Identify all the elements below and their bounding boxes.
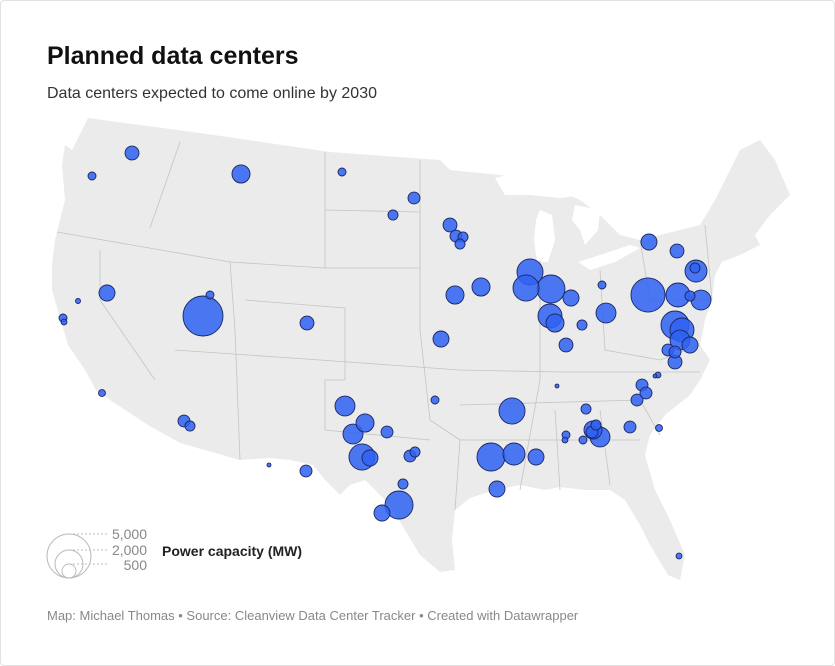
data-center-bubble[interactable] <box>476 442 506 472</box>
legend-label-500: 500 <box>124 557 148 573</box>
data-center-bubble[interactable] <box>124 145 140 161</box>
data-center-bubble[interactable] <box>675 552 683 560</box>
legend-label-5000: 5,000 <box>112 526 147 542</box>
data-center-bubble[interactable] <box>684 290 696 302</box>
data-center-bubble[interactable] <box>580 403 592 415</box>
data-center-bubble[interactable] <box>502 442 526 466</box>
data-center-bubble[interactable] <box>689 262 701 274</box>
data-center-bubble[interactable] <box>184 420 196 432</box>
data-center-bubble[interactable] <box>380 425 394 439</box>
lake-michigan <box>534 210 555 262</box>
data-center-bubble[interactable] <box>409 446 421 458</box>
data-center-bubble[interactable] <box>182 295 224 337</box>
data-center-bubble[interactable] <box>652 373 658 379</box>
data-center-bubble[interactable] <box>397 478 409 490</box>
data-center-bubble[interactable] <box>60 318 68 326</box>
lake-huron <box>572 205 600 245</box>
data-center-bubble[interactable] <box>595 302 617 324</box>
data-center-bubbles <box>58 145 712 560</box>
data-center-bubble[interactable] <box>655 424 663 432</box>
data-center-bubble[interactable] <box>668 345 682 359</box>
data-center-bubble[interactable] <box>432 330 450 348</box>
data-center-bubble[interactable] <box>445 285 465 305</box>
data-center-bubble[interactable] <box>430 395 440 405</box>
data-center-bubble[interactable] <box>562 289 580 307</box>
data-center-bubble[interactable] <box>98 284 116 302</box>
data-center-bubble[interactable] <box>488 480 506 498</box>
chart-title: Planned data centers <box>47 42 299 70</box>
data-center-bubble[interactable] <box>640 233 658 251</box>
data-center-bubble[interactable] <box>597 280 607 290</box>
data-center-bubble[interactable] <box>576 319 588 331</box>
lake-erie <box>578 245 640 270</box>
us-land <box>52 118 790 580</box>
data-center-bubble[interactable] <box>337 167 347 177</box>
data-center-bubble[interactable] <box>361 449 379 467</box>
data-center-bubble[interactable] <box>639 386 653 400</box>
data-center-bubble[interactable] <box>387 209 399 221</box>
data-center-bubble[interactable] <box>98 389 106 397</box>
data-center-bubble[interactable] <box>75 298 81 304</box>
legend-circle-500 <box>61 563 77 579</box>
data-center-bubble[interactable] <box>623 420 637 434</box>
data-center-bubble[interactable] <box>669 243 685 259</box>
data-center-bubble[interactable] <box>561 436 569 444</box>
data-center-bubble[interactable] <box>681 336 699 354</box>
data-center-bubble[interactable] <box>545 313 565 333</box>
data-center-bubble[interactable] <box>590 419 602 431</box>
data-center-bubble[interactable] <box>527 448 545 466</box>
data-center-bubble[interactable] <box>299 315 315 331</box>
lake-superior <box>495 172 585 198</box>
data-center-bubble[interactable] <box>454 238 466 250</box>
great-lakes <box>495 172 640 270</box>
data-center-bubble[interactable] <box>498 397 526 425</box>
data-center-bubble[interactable] <box>334 395 356 417</box>
data-center-bubble[interactable] <box>231 164 251 184</box>
data-center-bubble[interactable] <box>373 504 391 522</box>
data-center-bubble[interactable] <box>355 413 375 433</box>
state-borders <box>56 141 713 511</box>
chart-subtitle: Data centers expected to come online by … <box>47 85 377 102</box>
data-center-bubble[interactable] <box>471 277 491 297</box>
size-legend: 5,000 2,000 500 Power capacity (MW) <box>46 526 302 579</box>
legend-title: Power capacity (MW) <box>162 543 302 559</box>
legend-circle-5000 <box>46 533 92 579</box>
data-center-bubble[interactable] <box>407 191 421 205</box>
data-center-bubble[interactable] <box>554 383 560 389</box>
data-center-bubble[interactable] <box>266 462 272 468</box>
data-center-bubble[interactable] <box>384 490 414 520</box>
data-center-bubble[interactable] <box>87 171 97 181</box>
data-center-bubble[interactable] <box>512 274 540 302</box>
data-center-bubble[interactable] <box>205 290 215 300</box>
data-center-bubble[interactable] <box>558 337 574 353</box>
data-center-bubble[interactable] <box>299 464 313 478</box>
data-center-bubble[interactable] <box>578 435 588 445</box>
legend-label-2000: 2,000 <box>112 542 147 558</box>
data-center-bubble[interactable] <box>442 217 458 233</box>
footer-credits: Map: Michael Thomas • Source: Cleanview … <box>47 608 579 623</box>
data-center-bubble[interactable] <box>630 393 644 407</box>
data-center-bubble[interactable] <box>630 277 666 313</box>
